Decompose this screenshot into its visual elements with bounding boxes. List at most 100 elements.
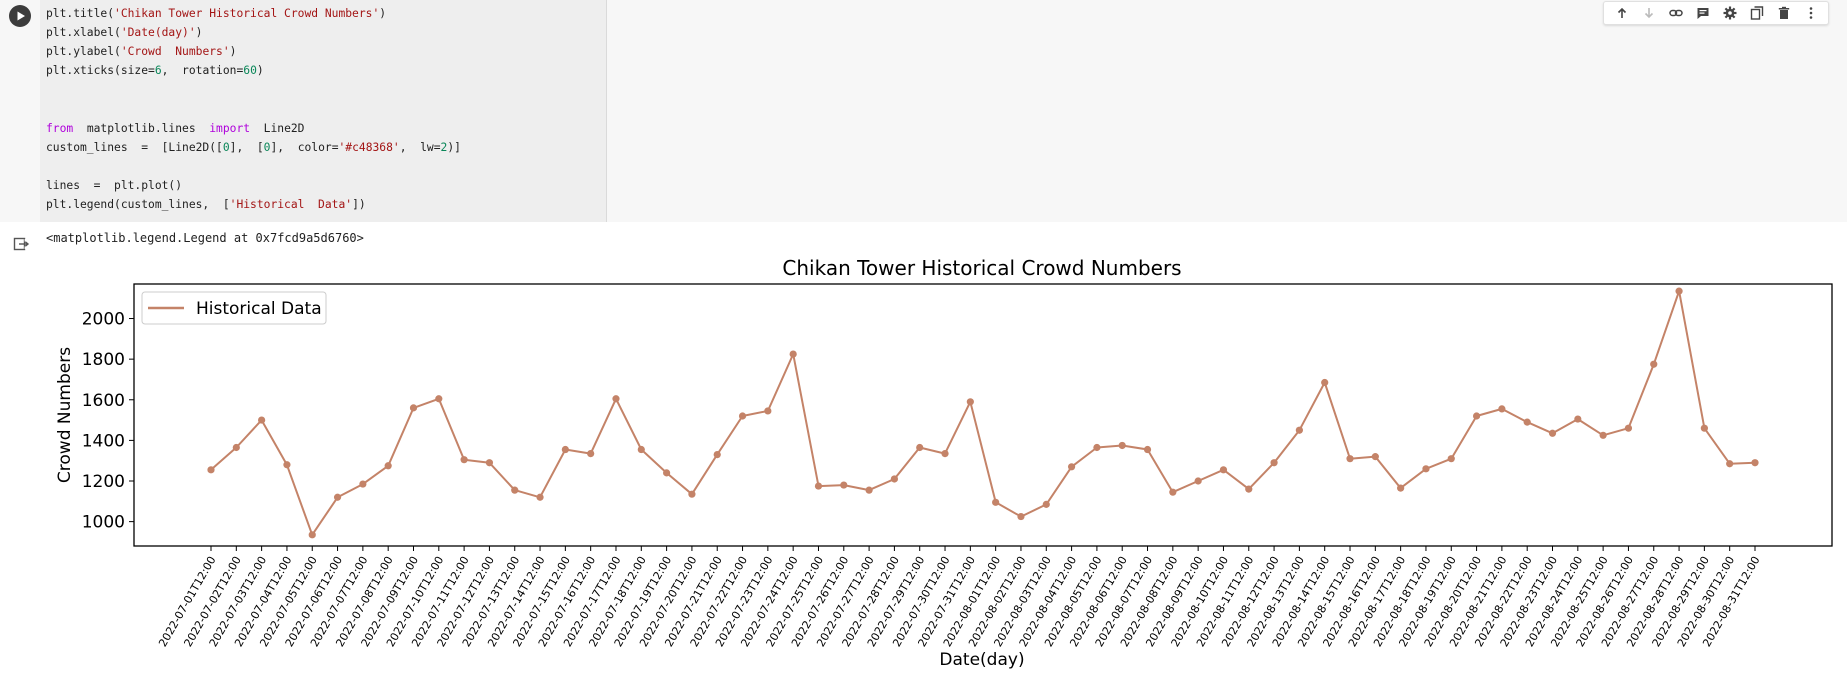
data-point bbox=[1397, 484, 1405, 492]
data-point bbox=[840, 481, 848, 489]
chart: Chikan Tower Historical Crowd Numbers 10… bbox=[55, 256, 1833, 670]
data-point bbox=[992, 498, 1000, 506]
code-token: 0 bbox=[222, 140, 230, 154]
y-axis-label: Crowd Numbers bbox=[55, 347, 75, 483]
x-axis-ticks: 2022-07-01T12:002022-07-02T12:002022-07-… bbox=[156, 546, 1763, 649]
data-point bbox=[1219, 466, 1228, 474]
mirror-cell-button[interactable] bbox=[1743, 2, 1770, 24]
code-line: plt.title('Chikan Tower Historical Crowd… bbox=[46, 4, 461, 23]
data-point bbox=[1371, 453, 1379, 461]
data-point bbox=[1751, 459, 1759, 467]
code-token: ) bbox=[195, 26, 203, 40]
play-icon bbox=[17, 11, 25, 21]
code-line bbox=[46, 157, 461, 176]
code-token: ], color= bbox=[270, 140, 339, 154]
y-tick-label: 1000 bbox=[82, 513, 125, 533]
data-point bbox=[1624, 424, 1633, 432]
code-token: from bbox=[46, 121, 74, 135]
more-options-icon bbox=[1809, 7, 1812, 19]
mirror-cell-icon bbox=[1750, 6, 1763, 20]
data-point bbox=[1321, 378, 1329, 387]
move-up-button[interactable] bbox=[1608, 2, 1635, 24]
code-token: plt.ylabel( bbox=[46, 45, 121, 59]
code-token: , lw= bbox=[399, 140, 441, 154]
move-down-icon bbox=[1644, 8, 1653, 19]
data-point bbox=[1447, 455, 1455, 463]
code-token: 'Date(day)' bbox=[120, 26, 196, 40]
data-point bbox=[485, 459, 494, 467]
data-point bbox=[1270, 459, 1278, 467]
data-point bbox=[1700, 424, 1708, 432]
more-options-button[interactable] bbox=[1797, 2, 1824, 24]
code-line: plt.ylabel('Crowd Numbers') bbox=[46, 42, 461, 61]
link-icon bbox=[1668, 9, 1683, 17]
data-point bbox=[764, 407, 772, 415]
code-lines: plt.title('Chikan Tower Historical Crowd… bbox=[46, 4, 461, 214]
code-token: 0 bbox=[263, 140, 271, 154]
code-token: 2 bbox=[440, 140, 448, 154]
code-token: ) bbox=[379, 7, 387, 20]
data-point bbox=[232, 443, 240, 452]
code-editor[interactable]: plt.title('Chikan Tower Historical Crowd… bbox=[40, 0, 607, 222]
data-point bbox=[1498, 405, 1506, 413]
data-point bbox=[536, 493, 544, 501]
code-token: Line2D bbox=[250, 121, 305, 135]
data-point bbox=[941, 449, 949, 458]
data-point bbox=[738, 412, 747, 420]
data-point bbox=[663, 469, 671, 477]
link-button[interactable] bbox=[1662, 2, 1689, 24]
data-point bbox=[688, 490, 696, 498]
data-point bbox=[1169, 488, 1177, 496]
code-token: 'Chikan Tower Historical Crowd Numbers' bbox=[114, 7, 380, 20]
run-cell-button[interactable] bbox=[9, 5, 31, 27]
y-tick-label: 1600 bbox=[82, 391, 125, 411]
code-token: 6 bbox=[154, 64, 162, 78]
data-point bbox=[460, 456, 468, 464]
delete-trash-icon bbox=[1778, 6, 1789, 19]
y-axis-ticks: 1000 1200 1400 1600 1800 2000 bbox=[82, 310, 134, 533]
data-point bbox=[1548, 429, 1557, 437]
data-point bbox=[1675, 287, 1683, 295]
data-point bbox=[612, 395, 620, 403]
settings-gear-button[interactable] bbox=[1716, 2, 1743, 24]
code-token: plt.title( bbox=[46, 7, 115, 20]
y-tick-label: 2000 bbox=[82, 310, 125, 330]
code-line: lines = plt.plot() bbox=[46, 176, 461, 195]
data-point bbox=[561, 445, 569, 454]
data-point bbox=[1599, 431, 1607, 439]
axes-frame bbox=[133, 283, 1833, 547]
code-token: ]) bbox=[352, 197, 366, 211]
data-point bbox=[916, 443, 924, 452]
series-line bbox=[210, 290, 1756, 536]
cell-gutter bbox=[0, 0, 40, 222]
y-tick-label: 1400 bbox=[82, 431, 125, 451]
data-point bbox=[1574, 415, 1582, 423]
legend-box bbox=[141, 291, 327, 325]
chart-title: Chikan Tower Historical Crowd Numbers bbox=[782, 256, 1181, 280]
code-token: custom_lines = [Line2D([ bbox=[46, 140, 223, 154]
output-redirect-icon bbox=[13, 237, 30, 251]
data-point bbox=[1523, 418, 1531, 426]
data-point bbox=[966, 398, 974, 406]
data-point bbox=[1194, 477, 1202, 485]
data-point bbox=[1067, 463, 1076, 471]
code-cell: plt.title('Chikan Tower Historical Crowd… bbox=[0, 0, 1847, 222]
output-gutter[interactable] bbox=[12, 235, 30, 253]
data-point bbox=[890, 475, 899, 483]
code-line bbox=[46, 99, 461, 118]
code-line: plt.xlabel('Date(day)') bbox=[46, 23, 461, 42]
data-point bbox=[814, 482, 823, 490]
code-token: lines = plt.plot() bbox=[46, 178, 183, 192]
delete-trash-button[interactable] bbox=[1770, 2, 1797, 24]
data-point bbox=[409, 404, 418, 412]
data-point bbox=[384, 462, 392, 470]
data-point bbox=[308, 531, 316, 539]
code-line: custom_lines = [Line2D([0], [0], color='… bbox=[46, 138, 461, 157]
data-point bbox=[1650, 360, 1658, 368]
data-point bbox=[1093, 443, 1101, 452]
move-down-button[interactable] bbox=[1635, 2, 1662, 24]
data-point bbox=[587, 449, 595, 458]
code-token: matplotlib.lines bbox=[73, 121, 210, 135]
comment-button[interactable] bbox=[1689, 2, 1716, 24]
code-token: 60 bbox=[243, 64, 257, 78]
